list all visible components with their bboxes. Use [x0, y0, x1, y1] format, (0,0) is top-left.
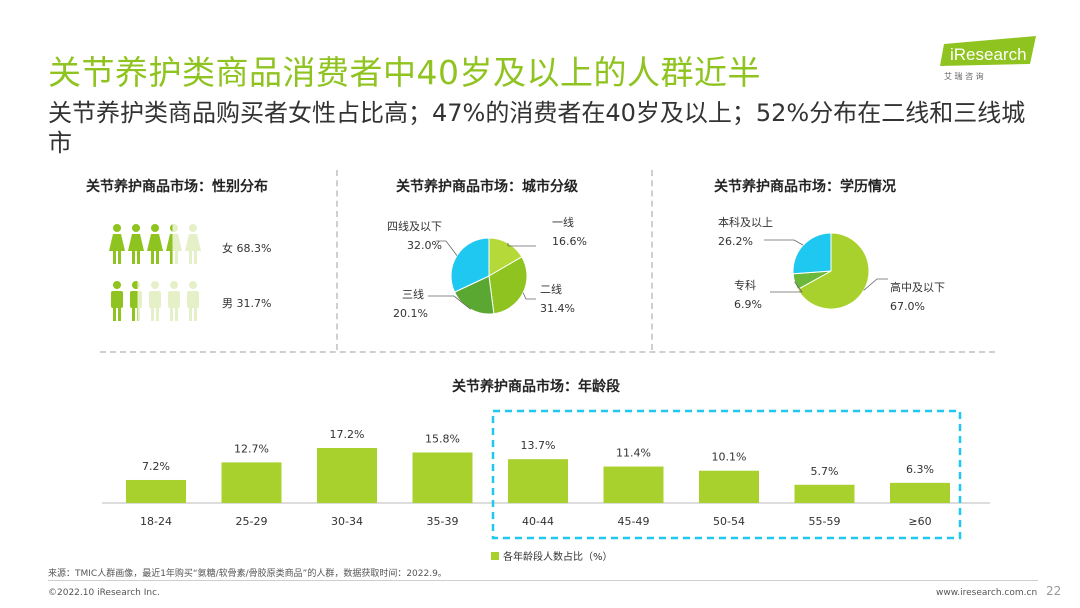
female-person-icon-2	[128, 224, 144, 264]
city-pie-chart: 一线 16.6% 二线 31.4% 三线 20.1% 四线及以下 32.0%	[336, 196, 650, 350]
divider-vertical-2	[651, 170, 653, 350]
city-chart-title: 关节养护商品市场：城市分级	[396, 179, 578, 195]
male-person-icon-2	[130, 281, 142, 321]
age-category-label-6: 45-49	[618, 515, 650, 528]
age-category-label-9: ≥60	[908, 515, 931, 528]
edu-pie-category-label-2: 专科	[734, 278, 756, 292]
edu-pie-value-label-2: 6.9%	[734, 298, 762, 311]
age-bar-4	[412, 452, 473, 503]
edu-pie-value-label-3: 26.2%	[718, 235, 753, 248]
male-label: 男 31.7%	[222, 297, 272, 310]
male-person-icon-5	[187, 281, 199, 321]
edu-pie-slice-3	[792, 232, 832, 275]
page-title: 关节养护类商品消费者中40岁及以上的人群近半	[48, 53, 761, 92]
age-category-label-1: 18-24	[140, 515, 172, 528]
city-pie-leader-line-3	[428, 295, 471, 310]
age-bar-5	[508, 459, 568, 503]
age-category-label-4: 35-39	[427, 515, 459, 528]
logo-subtext: 艾 瑞 咨 询	[944, 71, 984, 81]
edu-pie-leader-line-2	[770, 281, 803, 293]
age-category-label-5: 40-44	[522, 515, 554, 528]
female-icon-row	[108, 223, 208, 273]
age-bar-1	[126, 479, 186, 503]
divider-vertical-1	[336, 170, 338, 350]
age-bar-3	[317, 448, 377, 503]
education-pie-chart: 高中及以下 67.0% 专科 6.9% 本科及以上 26.2%	[652, 196, 982, 350]
age-bar-8	[794, 484, 855, 503]
logo-text: iResearch	[950, 45, 1027, 64]
city-pie-value-label-2: 31.4%	[540, 302, 575, 315]
age-value-label-2: 12.7%	[234, 442, 269, 455]
female-person-icon-4	[166, 224, 182, 264]
female-person-icon-1	[109, 224, 125, 264]
divider-horizontal	[100, 351, 995, 353]
city-pie-leader-line-1	[507, 243, 536, 247]
age-value-label-7: 10.1%	[712, 451, 747, 464]
logo-badge-shape	[940, 36, 1036, 66]
age-value-label-3: 17.2%	[330, 428, 365, 441]
age-chart-title: 关节养护商品市场：年龄段	[452, 379, 620, 395]
city-pie-category-label-1: 一线	[552, 215, 574, 229]
edu-pie-value-label-1: 67.0%	[890, 300, 925, 313]
age-value-label-6: 11.4%	[616, 447, 651, 460]
female-person-icon-5	[185, 224, 201, 264]
page-subtitle: 关节养护类商品购买者女性占比高；47%的消费者在40岁及以上；52%分布在二线和…	[48, 99, 1026, 157]
male-person-icon-1	[111, 281, 123, 321]
iresearch-logo: iResearch 艾 瑞 咨 询	[940, 36, 1040, 82]
city-pie-slice-2	[488, 256, 528, 315]
age-value-label-1: 7.2%	[142, 460, 170, 473]
footer-divider	[48, 580, 1038, 581]
age-category-label-3: 30-34	[331, 515, 363, 528]
age-bar-chart: 7.2% 18-24 12.7% 25-29 17.2% 30-34 15.8% 35-39 1…	[0, 400, 1080, 576]
age-category-label-2: 25-29	[236, 515, 268, 528]
age-bar-6	[603, 466, 664, 503]
city-pie-category-label-3: 三线	[402, 287, 424, 301]
age-value-label-4: 15.8%	[425, 432, 460, 445]
age-value-label-5: 13.7%	[521, 439, 556, 452]
city-pie-value-label-1: 16.6%	[552, 235, 587, 248]
female-label: 女 68.3%	[222, 242, 272, 255]
age-highlight-box	[491, 409, 962, 540]
edu-pie-category-label-1: 高中及以下	[890, 280, 945, 294]
city-pie-leader-line-4	[436, 240, 458, 256]
city-pie-value-label-3: 20.1%	[393, 307, 428, 320]
city-pie-value-label-4: 32.0%	[407, 239, 442, 252]
edu-pie-leader-line-1	[863, 278, 888, 291]
education-chart-title: 关节养护商品市场：学历情况	[714, 179, 896, 195]
website: www.iresearch.com.cn	[936, 588, 1038, 598]
gender-chart-title: 关节养护商品市场：性别分布	[86, 179, 268, 195]
source-note: 来源：TMIC人群画像，最近1年购买“氨糖/软骨素/骨胶原类商品”的人群，数据获…	[48, 569, 447, 579]
edu-pie-leader-line-3	[764, 239, 804, 246]
age-bar-7	[699, 470, 759, 503]
page-number: 22	[1046, 584, 1062, 598]
age-value-label-8: 5.7%	[811, 465, 839, 478]
city-pie-slice-4	[450, 237, 490, 293]
age-value-label-9: 6.3%	[906, 463, 934, 476]
copyright: ©2022.10 iResearch Inc.	[48, 588, 160, 598]
male-icon-row	[108, 280, 208, 330]
city-pie-leader-line-2	[522, 292, 536, 300]
age-bar-9	[890, 482, 950, 503]
age-category-label-8: 55-59	[809, 515, 841, 528]
female-person-icon-3	[147, 224, 163, 264]
city-pie-category-label-2: 二线	[540, 282, 562, 296]
male-person-icon-3	[149, 281, 161, 321]
male-person-icon-4	[168, 281, 180, 321]
age-category-label-7: 50-54	[713, 515, 745, 528]
city-pie-category-label-4: 四线及以下	[387, 219, 442, 233]
age-legend-swatch	[491, 552, 499, 560]
age-legend-label: 各年龄段人数占比（%）	[503, 550, 613, 563]
edu-pie-category-label-3: 本科及以上	[718, 215, 773, 229]
age-bar-2	[221, 462, 282, 503]
